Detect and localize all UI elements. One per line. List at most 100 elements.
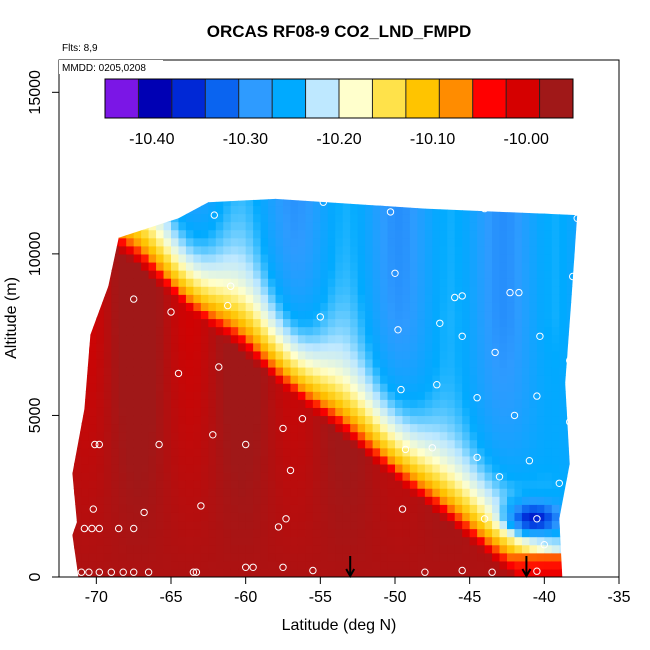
heatmap-cell xyxy=(380,423,389,433)
heatmap-cell xyxy=(297,253,306,263)
heatmap-cell xyxy=(402,528,411,538)
heatmap-cell xyxy=(156,318,165,328)
heatmap-cell xyxy=(507,431,516,441)
heatmap-cell xyxy=(529,334,538,344)
heatmap-cell xyxy=(447,213,456,223)
heatmap-cell xyxy=(424,261,433,271)
heatmap-cell xyxy=(335,270,344,279)
heatmap-cell xyxy=(380,383,389,392)
heatmap-cell xyxy=(320,407,329,417)
heatmap-cell xyxy=(514,286,523,295)
heatmap-cell xyxy=(283,229,292,239)
heatmap-cell xyxy=(163,221,172,231)
heatmap-cell xyxy=(133,504,142,513)
heatmap-cell xyxy=(350,350,359,360)
heatmap-cell xyxy=(529,358,538,368)
heatmap-cell xyxy=(380,286,389,295)
heatmap-cell xyxy=(81,488,90,497)
heatmap-cell xyxy=(335,198,344,207)
heatmap-cell xyxy=(469,213,478,223)
heatmap-cell xyxy=(185,455,194,465)
heatmap-cell xyxy=(507,318,516,328)
heatmap-cell xyxy=(521,302,530,312)
heatmap-cell xyxy=(73,245,82,255)
heatmap-cell xyxy=(163,504,172,513)
heatmap-cell xyxy=(178,198,187,207)
heatmap-cell xyxy=(312,310,321,320)
heatmap-cell xyxy=(238,270,247,279)
heatmap-cell xyxy=(81,286,90,295)
heatmap-cell xyxy=(320,318,329,328)
heatmap-cell xyxy=(514,383,523,392)
heatmap-cell xyxy=(260,471,269,481)
heatmap-cell xyxy=(402,423,411,433)
heatmap-cell xyxy=(297,294,306,303)
heatmap-cell xyxy=(432,439,441,449)
heatmap-cell xyxy=(499,496,508,505)
heatmap-cell xyxy=(72,286,75,295)
heatmap-cell xyxy=(432,189,440,198)
heatmap-cell xyxy=(462,439,471,449)
heatmap-cell xyxy=(186,189,194,198)
heatmap-cell xyxy=(447,310,456,320)
colorbar-swatch xyxy=(439,79,474,118)
heatmap-cell xyxy=(335,512,344,522)
heatmap-cell xyxy=(103,407,112,417)
heatmap-cell xyxy=(253,455,262,465)
heatmap-cell xyxy=(260,552,269,562)
heatmap-cell xyxy=(536,447,545,457)
heatmap-cell xyxy=(402,415,411,425)
heatmap-cell xyxy=(424,342,433,352)
heatmap-cell xyxy=(484,245,493,255)
heatmap-cell xyxy=(387,294,396,303)
heatmap-cell xyxy=(96,552,105,562)
x-tick-label: -50 xyxy=(383,589,406,606)
heatmap-cell xyxy=(417,399,426,408)
heatmap-cell xyxy=(305,407,314,417)
heatmap-cell xyxy=(417,431,426,441)
heatmap-cell xyxy=(357,375,366,384)
heatmap-cell xyxy=(156,286,165,295)
heatmap-cell xyxy=(387,423,396,433)
heatmap-cell xyxy=(148,520,157,530)
heatmap-cell xyxy=(536,544,545,554)
heatmap-cell xyxy=(178,286,187,295)
heatmap-cell xyxy=(185,245,194,255)
heatmap-cell xyxy=(462,326,471,336)
heatmap-cell xyxy=(559,471,568,481)
heatmap-cell xyxy=(312,286,321,295)
heatmap-cell xyxy=(193,512,202,522)
heatmap-cell xyxy=(469,391,478,400)
heatmap-cell xyxy=(260,318,269,328)
heatmap-cell xyxy=(432,471,441,481)
heatmap-cell xyxy=(156,213,165,223)
heatmap-cell xyxy=(118,520,127,530)
heatmap-cell xyxy=(507,237,516,247)
heatmap-cell xyxy=(290,286,299,295)
heatmap-cell xyxy=(544,560,553,570)
heatmap-cell xyxy=(297,350,306,360)
heatmap-cell xyxy=(507,536,516,546)
heatmap-cell xyxy=(484,198,493,207)
heatmap-cell xyxy=(499,358,508,368)
heatmap-cell xyxy=(499,431,508,441)
heatmap-cell xyxy=(439,455,448,465)
heatmap-cell xyxy=(305,528,314,538)
heatmap-cell xyxy=(409,536,418,546)
heatmap-cell xyxy=(454,366,463,376)
heatmap-cell xyxy=(469,245,478,255)
heatmap-cell xyxy=(238,471,247,481)
heatmap-cell xyxy=(305,294,314,303)
sample-point xyxy=(274,523,283,531)
sample-point xyxy=(209,431,217,439)
heatmap-cell xyxy=(342,391,351,400)
heatmap-cell xyxy=(544,358,553,368)
heatmap-cell xyxy=(208,552,217,562)
heatmap-cell xyxy=(73,480,82,489)
heatmap-cell xyxy=(193,488,202,497)
heatmap-cell xyxy=(342,439,351,449)
heatmap-cell xyxy=(402,439,411,449)
heatmap-cell xyxy=(96,294,105,303)
heatmap-cell xyxy=(320,552,329,562)
heatmap-cell xyxy=(484,504,493,513)
